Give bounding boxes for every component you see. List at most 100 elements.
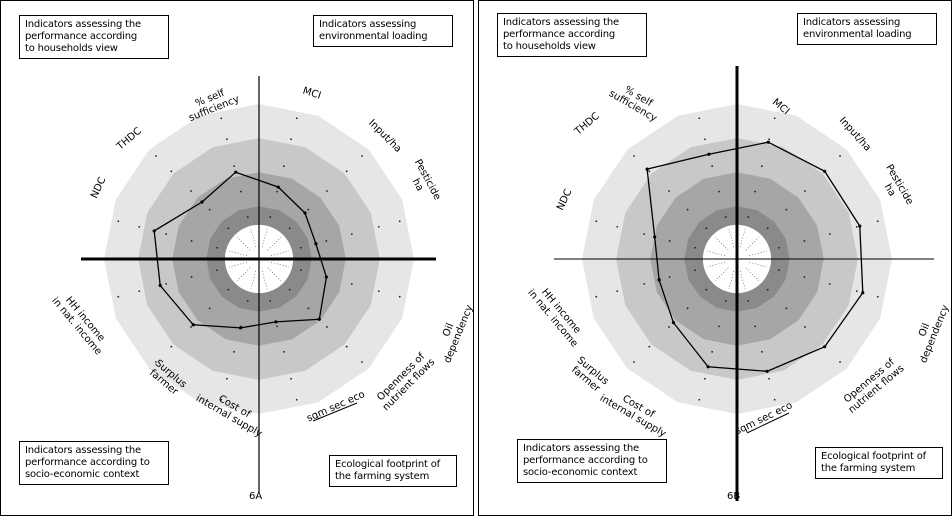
grid-dot	[747, 216, 750, 218]
panel-code: 6A	[249, 491, 263, 502]
box-line: to households view	[25, 43, 118, 54]
grid-dot	[246, 216, 249, 218]
grid-dot	[694, 269, 696, 272]
box-line: environmental loading	[803, 29, 912, 40]
center-tick	[270, 261, 290, 268]
grid-dot	[233, 165, 236, 168]
grid-dot	[138, 226, 141, 228]
data-point	[314, 242, 318, 246]
grid-dot	[643, 233, 646, 236]
grid-dot	[633, 361, 635, 363]
footprint-fraction-line	[746, 412, 790, 434]
grid-dot	[754, 325, 756, 328]
grid-dot	[785, 307, 788, 310]
grid-dot	[295, 398, 298, 401]
axis-label-oil-dependency-line: Oil	[917, 322, 932, 339]
box-line: Indicators assessing	[319, 19, 417, 30]
grid-dot	[766, 227, 769, 230]
box-line: performance according to	[25, 457, 150, 468]
axis-label-input-ha-line: Input/ha	[366, 118, 403, 155]
center-tick	[714, 236, 729, 251]
center-tick	[261, 270, 268, 290]
grid-dot	[326, 190, 328, 192]
grid-dot	[855, 226, 858, 228]
grid-dot	[648, 170, 651, 173]
grid-dot	[170, 345, 173, 348]
grid-dot	[773, 398, 776, 401]
grid-dot	[216, 246, 218, 249]
grid-dot	[828, 233, 831, 236]
data-point	[823, 345, 827, 349]
grid-dot	[165, 233, 168, 236]
center-tick	[270, 250, 290, 257]
grid-dot	[350, 282, 353, 285]
grid-dot	[361, 155, 363, 157]
grid-dot	[724, 300, 727, 302]
footprint-fraction-line	[312, 402, 358, 422]
box-ecological-footprint: Ecological footprint of the farming syst…	[815, 447, 943, 479]
axis-label-thdc: THDC	[114, 126, 144, 153]
grid-dot	[300, 269, 302, 272]
grid-dot	[718, 325, 720, 328]
data-point	[317, 317, 321, 321]
grid-dot	[724, 216, 727, 218]
center-tick	[739, 270, 746, 290]
center-tick	[728, 228, 735, 248]
grid-dot	[855, 290, 858, 292]
center-tick	[714, 267, 729, 282]
grid-dot	[595, 295, 598, 298]
grid-dot	[227, 288, 230, 291]
axis-label-pesticide-line: ha	[410, 177, 426, 193]
axis-label-mci-line: MCI	[301, 86, 322, 102]
box-line: performance according	[25, 31, 138, 42]
grid-dot	[117, 295, 120, 298]
data-point	[276, 185, 280, 189]
data-point	[238, 326, 243, 330]
grid-dot	[325, 240, 328, 242]
box-line: socio-economic context	[523, 467, 638, 478]
box-line: performance according to	[523, 455, 648, 466]
data-point	[152, 229, 156, 233]
center-tick	[250, 270, 257, 290]
grid-dot	[170, 170, 173, 173]
box-line: Ecological footprint of	[335, 459, 440, 470]
box-line: the farming system	[821, 463, 916, 474]
data-point	[766, 140, 770, 144]
grid-dot	[633, 155, 635, 157]
box-line: Indicators assessing the	[523, 443, 639, 454]
grid-dot	[648, 345, 651, 348]
grid-dot	[190, 276, 193, 278]
grid-dot	[138, 290, 141, 292]
box-ecological-footprint: Ecological footprint of the farming syst…	[329, 455, 457, 487]
grid-dot	[269, 300, 272, 302]
box-socio-economic: Indicators assessing the performance acc…	[19, 441, 169, 485]
box-socio-economic: Indicators assessing the performance acc…	[517, 439, 667, 483]
grid-dot	[240, 190, 242, 193]
grid-dot	[288, 227, 291, 230]
grid-dot	[754, 190, 756, 193]
data-point	[645, 167, 649, 171]
grid-dot	[345, 170, 348, 173]
grid-dot	[705, 288, 708, 291]
grid-dot	[377, 226, 380, 228]
grid-dot	[361, 361, 363, 363]
grid-dot	[377, 290, 380, 292]
data-point	[324, 275, 328, 279]
grid-dot	[778, 246, 780, 249]
grid-dot	[803, 276, 806, 278]
grid-dot	[307, 208, 310, 211]
data-point	[158, 283, 162, 288]
center-tick	[748, 261, 768, 268]
axis-label-mci: MCI	[301, 86, 322, 102]
grid-dot	[233, 350, 236, 353]
center-tick	[745, 267, 760, 282]
data-point	[765, 369, 769, 373]
grid-dot	[616, 226, 619, 228]
grid-dot	[698, 117, 701, 120]
box-line: Indicators assessing	[803, 17, 901, 28]
